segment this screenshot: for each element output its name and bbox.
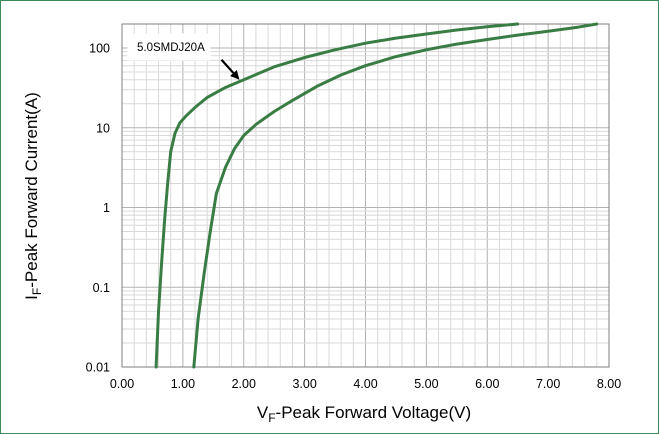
x-axis-prefix: V [257, 403, 269, 422]
series-line-2 [192, 22, 599, 369]
series-line-1 [154, 22, 520, 369]
annotation-arrow [220, 59, 235, 74]
x-axis-title: VF-Peak Forward Voltage(V) [257, 403, 471, 425]
annotation-label: 5.0SMDJ20A [137, 42, 205, 54]
x-tick-label: 6.00 [475, 377, 499, 391]
y-axis-text: -Peak Forward Current(A) [22, 92, 41, 288]
y-tick-label: 10 [96, 121, 110, 135]
x-tick-label: 0.00 [110, 377, 134, 391]
grid [121, 23, 610, 368]
annotation: 5.0SMDJ20A [127, 33, 240, 80]
x-tick-label: 1.00 [171, 377, 195, 391]
x-tick-label: 8.00 [597, 377, 621, 391]
y-tick-label: 100 [89, 42, 110, 56]
series-group [154, 22, 599, 369]
x-tick-label: 7.00 [536, 377, 560, 391]
y-tick-labels: 0.01 0.1 1 10 100 [86, 42, 110, 375]
plot-border [121, 23, 610, 368]
annotation-arrowhead [230, 70, 240, 80]
x-axis-subscript: F [268, 411, 275, 425]
x-tick-label: 5.00 [414, 377, 438, 391]
x-tick-labels: 0.00 1.00 2.00 3.00 4.00 5.00 6.00 7.00 8.00 [110, 377, 621, 391]
x-tick-label: 4.00 [353, 377, 377, 391]
y-axis-subscript: F [30, 288, 44, 295]
annotation-box [127, 33, 211, 61]
y-axis-title: IF-Peak Forward Current(A) [22, 92, 44, 300]
x-tick-label: 3.00 [292, 377, 316, 391]
y-tick-label: 1 [103, 201, 110, 215]
y-tick-label: 0.1 [93, 281, 110, 295]
y-axis-prefix: I [22, 295, 41, 300]
x-axis-text: -Peak Forward Voltage(V) [276, 403, 472, 422]
x-tick-label: 2.00 [232, 377, 256, 391]
y-tick-label: 0.01 [86, 361, 110, 375]
